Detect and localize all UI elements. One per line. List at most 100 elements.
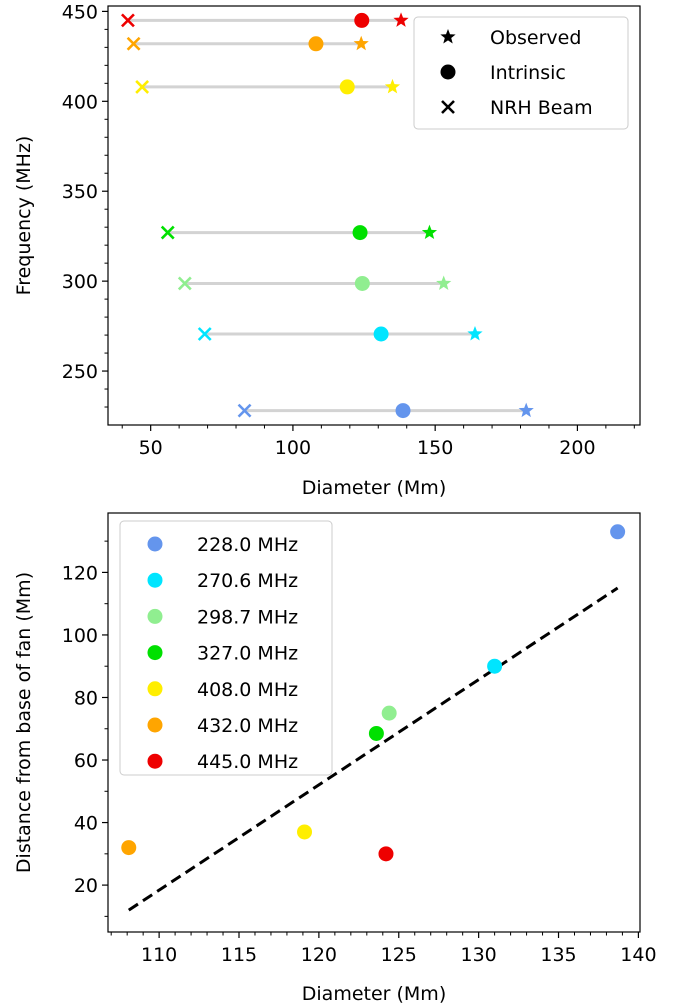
x-axis-label: Diameter (Mm) [302,477,446,499]
y-axis-label: Frequency (MHz) [13,136,35,296]
y-tick-label: 40 [74,813,98,835]
intrinsic-point [373,326,389,342]
y-tick-label: 350 [62,181,98,203]
data-point [297,824,313,840]
x-tick-label: 130 [461,944,497,966]
legend-label-observed: Observed [490,27,581,49]
nrh-beam-x-marker [126,36,141,51]
x-tick-label: 125 [381,944,417,966]
legend-marker [147,645,163,661]
x-tick-label: 150 [417,437,453,459]
data-point [368,725,384,741]
y-tick-label: 120 [62,562,98,584]
x-stroke [197,327,212,341]
plot-frame [107,5,641,426]
observed-star-marker [384,78,401,94]
legend-circle-icon [440,64,456,80]
y-axis-label: Distance from base of fan (Mm) [13,572,35,873]
x-axis-ticks: 50 100 150 200 [121,425,635,459]
x-stroke [120,13,135,28]
y-tick-label: 450 [62,1,98,23]
observed-star-marker [436,275,452,290]
y-tick-label: 400 [62,91,98,113]
x-tick-label: 115 [221,944,257,966]
legend-label-intrinsic: Intrinsic [490,62,566,84]
intrinsic-point [352,225,368,241]
x-axis-ticks: 110 115 120 125 130 135 140 [110,932,657,966]
y-axis-ticks: 20 40 60 80 100 120 [62,540,108,917]
observed-star-marker [353,35,369,51]
x-stroke [177,276,192,291]
x-stroke [126,36,141,51]
legend-box [413,16,629,130]
distance-vs-diameter-plot: 110 115 120 125 130 135 140 20 40 60 80 100 120 Dia… [13,512,657,1005]
x-tick-label: 100 [275,437,311,459]
data-point [487,658,503,674]
y-tick-label: 80 [74,687,98,709]
legend-marker [147,572,163,588]
x-stroke [160,225,175,240]
nrh-beam-x-marker [160,225,175,240]
legend-label: 408.0 MHz [197,679,298,701]
plot-points [121,524,626,862]
x-tick-label: 140 [620,944,656,966]
x-tick-label: 200 [559,437,595,459]
legend-marker [147,536,163,552]
data-point [381,705,397,721]
y-tick-label: 300 [62,271,98,293]
legend-marker [147,753,163,769]
data-point [610,524,626,540]
plot-markers [120,12,534,419]
y-tick-label: 20 [74,875,98,897]
x-tick-label: 110 [141,944,177,966]
legend-label: 445.0 MHz [197,751,298,773]
legend-label: 298.7 MHz [197,606,298,628]
nrh-beam-x-marker [197,327,212,341]
legend-label: 270.6 MHz [197,570,298,592]
intrinsic-point [339,79,355,95]
nrh-beam-x-marker [237,403,252,418]
intrinsic-point [395,403,411,419]
beam-to-observed-lines [127,18,527,413]
y-axis-ticks: 250 300 350 400 450 [62,1,108,408]
y-tick-label: 250 [62,361,98,383]
legend-x-icon [441,100,455,114]
legend: Observed Intrinsic NRH Beam [413,16,629,130]
x-stroke [135,80,150,94]
x-stroke [441,100,455,114]
legend-box [119,520,333,776]
observed-star-marker [467,326,483,341]
y-tick-label: 100 [62,625,98,647]
intrinsic-point [354,12,370,28]
x-tick-label: 120 [301,944,337,966]
legend-label: 327.0 MHz [197,643,298,665]
legend-label: 228.0 MHz [197,534,298,556]
x-tick-label: 135 [540,944,576,966]
data-point [378,846,394,862]
legend-star-icon [440,29,456,44]
x-axis-label: Diameter (Mm) [302,983,446,1005]
fit-line-group [127,586,619,912]
legend-label: 432.0 MHz [197,715,298,737]
x-stroke [237,403,252,418]
observed-star-marker [421,224,438,240]
nrh-beam-x-marker [177,276,192,291]
fit-line [127,586,619,912]
frequency-vs-diameter-plot: 50 100 150 200 250 300 350 400 450 Diameter (Mm… [13,1,641,499]
legend-marker [147,681,163,697]
y-tick-label: 60 [74,750,98,772]
plot-frame [107,512,641,933]
x-tick-label: 50 [139,437,163,459]
legend-marker [147,608,163,624]
legend-items: 228.0 MHz 270.6 MHz 298.7 MHz 327.0 MHz 408.… [147,534,298,773]
legend: 228.0 MHz 270.6 MHz 298.7 MHz 327.0 MHz 408.… [119,520,333,776]
intrinsic-point [308,36,324,52]
legend-marker [147,717,163,733]
nrh-beam-x-marker [135,80,150,94]
legend-label-nrh-beam: NRH Beam [490,97,593,119]
observed-star-marker [518,402,534,418]
data-point [121,840,137,856]
intrinsic-point [354,275,370,291]
nrh-beam-x-marker [120,13,135,28]
